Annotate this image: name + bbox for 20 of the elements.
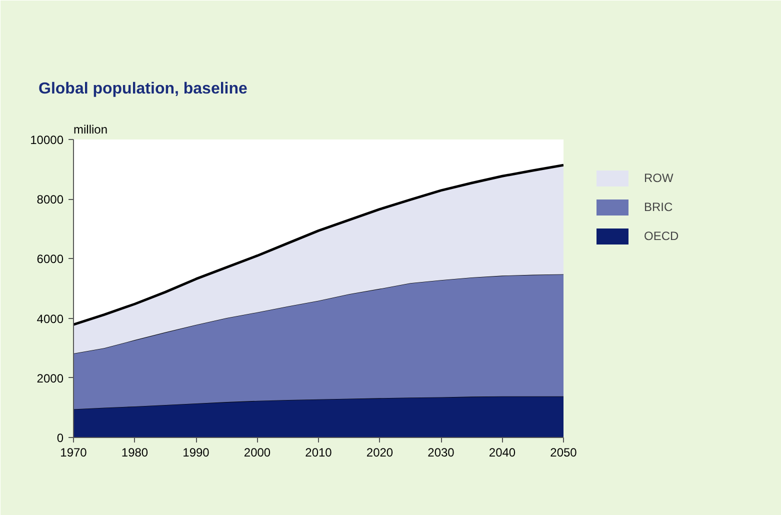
x-tick-label: 2020 <box>366 446 394 460</box>
x-tick-label: 2040 <box>488 446 516 460</box>
x-tick-label: 1970 <box>60 446 88 460</box>
y-tick-label: 2000 <box>36 371 64 386</box>
x-tick-label: 2030 <box>428 446 455 460</box>
y-tick-label: 10000 <box>30 133 64 147</box>
x-tick-label: 1990 <box>182 446 210 460</box>
x-tick-label: 2010 <box>305 446 332 460</box>
legend-label: BRIC <box>644 200 673 214</box>
y-tick-label: 8000 <box>36 192 64 207</box>
legend-label: OECD <box>644 229 679 243</box>
x-tick-label: 2000 <box>244 446 271 460</box>
chart-title: Global population, baseline <box>38 80 248 98</box>
y-tick-label: 6000 <box>36 252 64 266</box>
legend-label: ROW <box>644 171 674 185</box>
x-tick-label: 1980 <box>121 446 148 460</box>
y-axis-title: million <box>74 122 108 136</box>
x-tick-label: 2050 <box>550 446 578 460</box>
y-tick-label: 4000 <box>36 312 64 326</box>
y-tick-label: 0 <box>56 431 64 445</box>
